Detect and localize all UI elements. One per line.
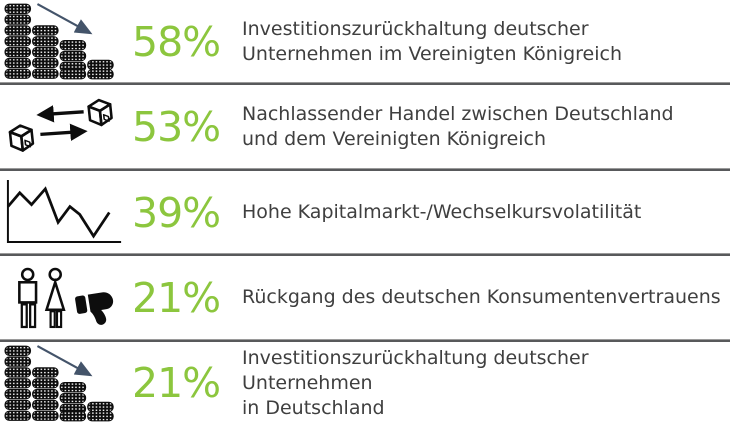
consumers-thumbs-down-icon <box>0 266 132 330</box>
divider <box>0 339 730 342</box>
declining-coins-icon <box>0 1 132 82</box>
divider <box>0 83 730 86</box>
stat-label: Investitionszurückhaltung deutscher Unte… <box>236 17 730 67</box>
stat-label-line: Investitionszurückhaltung deutscher <box>242 17 589 40</box>
stat-row: 21% Investitionszurückhaltung deutscher … <box>0 342 730 425</box>
stat-label: Hohe Kapitalmarkt-/Wechselkursvolatilitä… <box>236 200 730 225</box>
stat-row: 58% Investitionszurückhaltung deutscher … <box>0 0 730 83</box>
volatility-line-chart-icon <box>0 179 132 246</box>
stat-label: Nachlassender Handel zwischen Deutschlan… <box>236 102 730 152</box>
stat-row: 53% Nachlassender Handel zwischen Deutsc… <box>0 85 730 168</box>
stat-label: Rückgang des deutschen Konsumentenvertra… <box>236 285 730 310</box>
stat-row: 21% Rückgang des deutschen Konsumentenve… <box>0 256 730 339</box>
stat-row: 39% Hohe Kapitalmarkt-/Wechselkursvolati… <box>0 171 730 254</box>
stat-label-line: in Deutschland <box>242 396 385 419</box>
trade-boxes-icon <box>0 97 132 158</box>
stat-label-line: Rückgang des deutschen Konsumentenvertra… <box>242 286 721 309</box>
stat-value: 39% <box>132 188 221 237</box>
stat-value: 53% <box>132 103 221 152</box>
stat-label-line: Nachlassender Handel zwischen Deutschlan… <box>242 103 674 126</box>
stat-label-line: Unternehmen im Vereinigten Königreich <box>242 42 622 65</box>
stat-label-line: Hohe Kapitalmarkt-/Wechselkursvolatilitä… <box>242 201 642 224</box>
stat-label: Investitionszurückhaltung deutscher Unte… <box>236 346 730 421</box>
stat-label-line: Investitionszurückhaltung deutscher Unte… <box>242 346 589 394</box>
stat-label-line: und dem Vereinigten Königreich <box>242 128 547 151</box>
stat-value: 21% <box>132 359 221 408</box>
stat-value: 21% <box>132 273 221 322</box>
stat-value: 58% <box>132 17 221 66</box>
divider <box>0 168 730 171</box>
divider <box>0 254 730 257</box>
declining-coins-icon <box>0 343 132 424</box>
